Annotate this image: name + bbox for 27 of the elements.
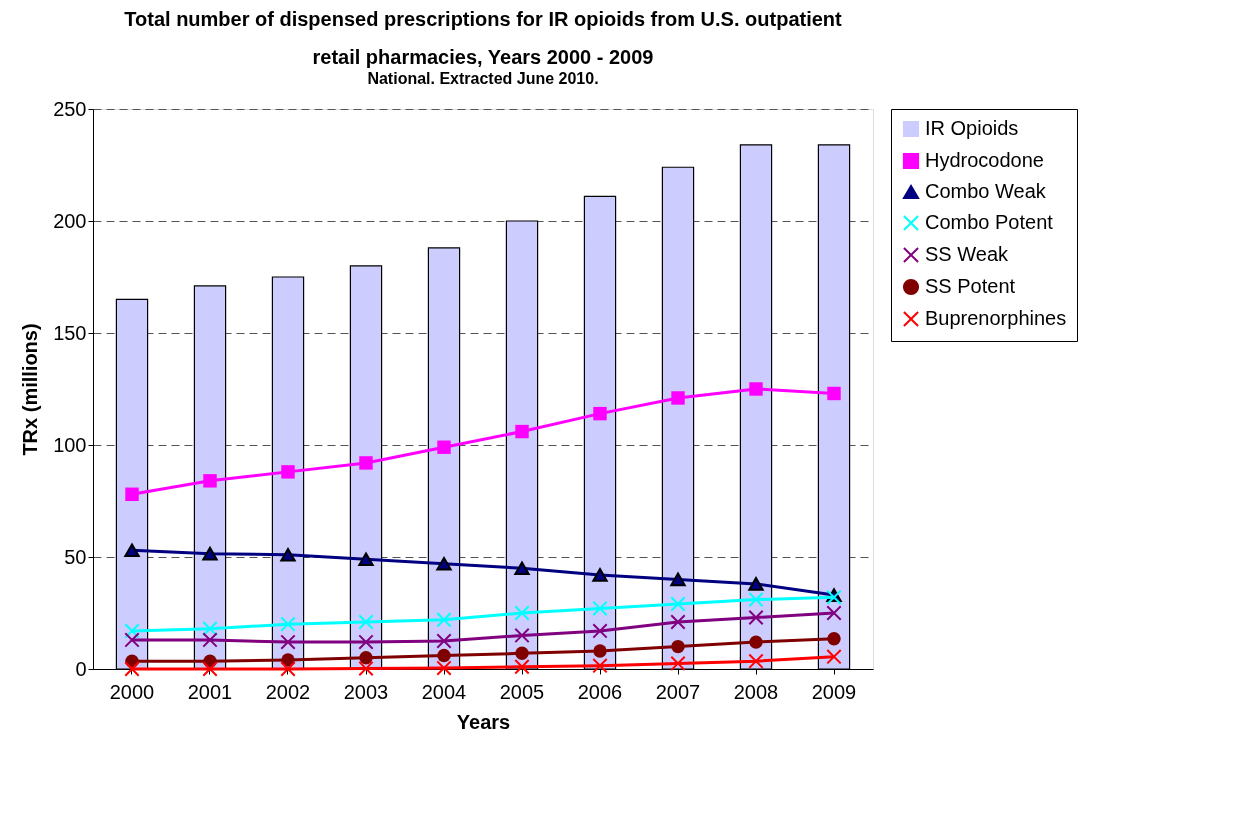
x-tick-label: 2001	[187, 680, 233, 703]
y-tick-label: 150	[53, 321, 87, 344]
chart-title: Total number of dispensed prescriptions for IR opioids from U.S. outpatient retail pharmacies, Years 2000 - 2009	[124, 8, 843, 68]
x-tick-label: 2000	[109, 680, 155, 703]
legend-label: Combo Weak	[925, 180, 1047, 202]
y-tick-label: 0	[75, 657, 87, 680]
legend-label: IR Opioids	[925, 117, 1019, 139]
legend-label: Buprenorphines	[925, 307, 1067, 329]
x-tick-label: 2004	[421, 680, 467, 703]
x-tick-label: 2007	[655, 680, 701, 703]
y-tick-label: 100	[53, 433, 87, 456]
y-axis-title: TRx (millions)	[19, 323, 42, 456]
x-tick-label: 2005	[499, 680, 545, 703]
x-tick-label: 2009	[811, 680, 857, 703]
legend-label: Hydrocodone	[925, 149, 1044, 171]
y-tick-label: 50	[64, 545, 87, 568]
x-tick-label: 2002	[265, 680, 311, 703]
chart-subtitle: National. Extracted June 2010.	[367, 70, 599, 87]
x-tick-label: 2008	[733, 680, 779, 703]
x-tick-label: 2003	[343, 680, 389, 703]
y-tick-label: 250	[53, 97, 87, 120]
legend-label: SS Potent	[925, 275, 1016, 297]
x-axis-title: Years	[456, 710, 511, 733]
legend-label: Combo Potent	[925, 211, 1054, 233]
x-tick-label: 2006	[577, 680, 623, 703]
legend-label: SS Weak	[925, 243, 1009, 265]
y-tick-label: 200	[53, 209, 87, 232]
